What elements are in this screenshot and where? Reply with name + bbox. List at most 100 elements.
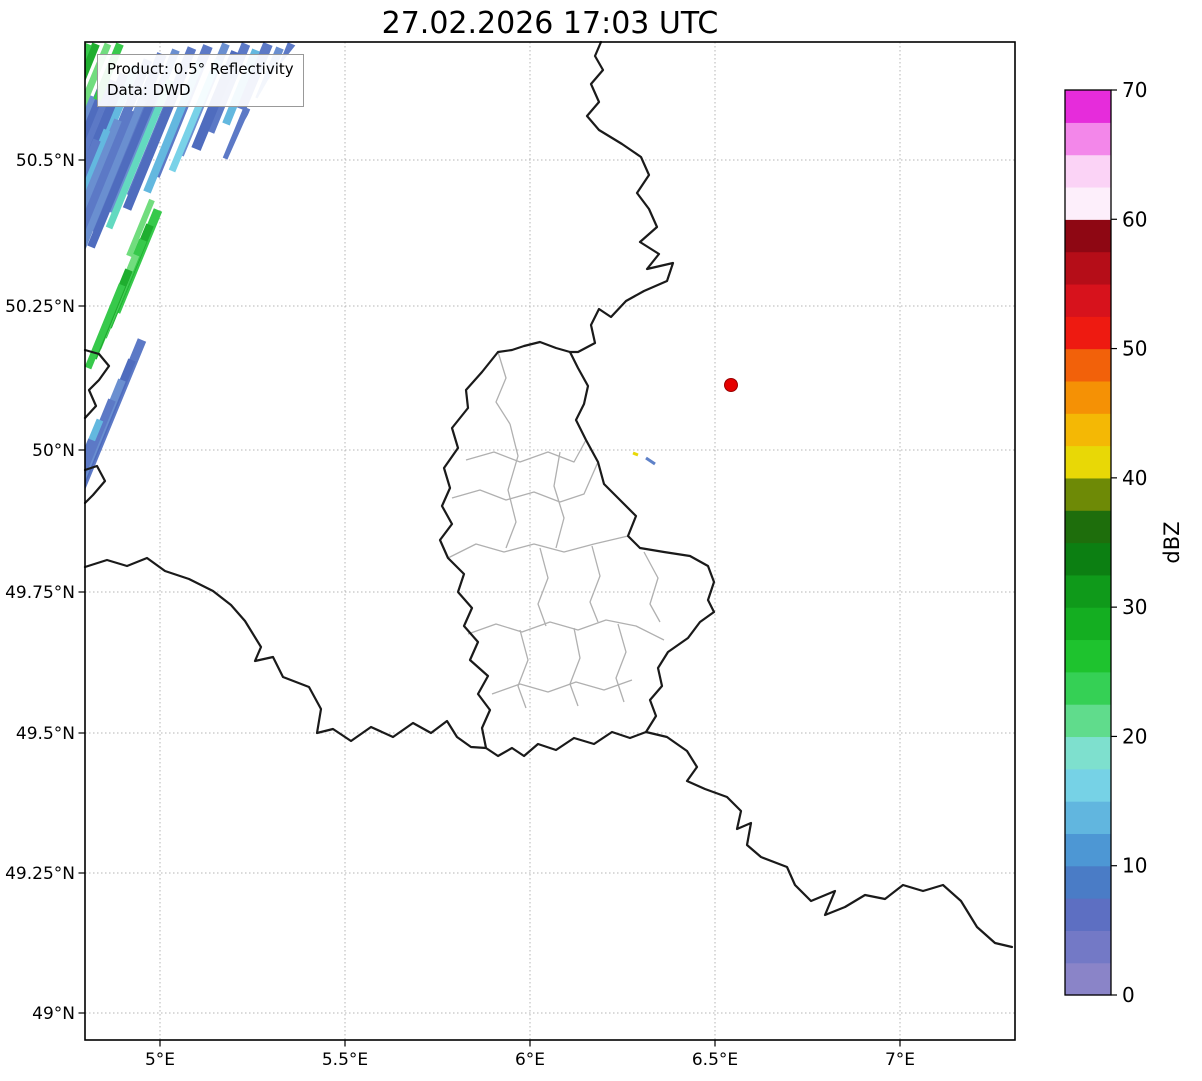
colorbar-segment	[1065, 736, 1111, 770]
luxembourg-border	[438, 340, 716, 758]
colorbar-tick-label: 10	[1122, 854, 1147, 878]
lon-tick-label: 7°E	[885, 1050, 915, 1070]
canton-border	[465, 439, 587, 463]
colorbar-segment	[1065, 704, 1111, 738]
small-echo-mark	[645, 456, 656, 466]
colorbar-segment	[1065, 445, 1111, 479]
product-info-line2: Data: DWD	[107, 81, 191, 99]
colorbar-tick-label: 20	[1122, 724, 1147, 748]
colorbar-segment	[1065, 316, 1111, 350]
station-marker-dot	[724, 378, 738, 392]
axis-ticks	[78, 159, 901, 1047]
radar-echo-streak	[85, 42, 92, 120]
colorbar-segment	[1065, 962, 1111, 996]
colorbar-segment	[1065, 865, 1111, 899]
axis-tick-labels: 5°E 5.5°E 6°E 6.5°E 7°E 50.5°N 50.25°N 50°N 49.7…	[5, 151, 915, 1070]
colorbar-segment	[1065, 639, 1111, 673]
canton-border	[569, 627, 581, 707]
lon-tick-label: 6.5°E	[692, 1050, 738, 1070]
canton-border	[643, 551, 661, 623]
colorbar-segment	[1065, 477, 1111, 511]
radar-echo-streak	[85, 148, 93, 365]
radar-echo-streak	[85, 78, 117, 295]
canton-border	[447, 535, 629, 559]
lat-tick-label: 49.25°N	[5, 864, 75, 884]
colorbar-segment	[1065, 510, 1111, 544]
colorbar-tick-label: 40	[1122, 466, 1147, 490]
colorbar-segment	[1065, 574, 1111, 608]
lon-tick-label: 6°E	[515, 1050, 545, 1070]
country-borders	[83, 40, 1014, 949]
colorbar-segment	[1065, 801, 1111, 834]
colorbar-segment	[1065, 607, 1111, 641]
canton-border	[589, 545, 601, 623]
france-germany-border	[644, 730, 1014, 949]
france-belgium-border	[83, 556, 488, 750]
radar-echo-streak	[85, 86, 107, 312]
lat-tick-label: 49.5°N	[16, 724, 75, 744]
colorbar-segment	[1065, 154, 1111, 188]
colorbar-segment	[1065, 930, 1111, 964]
colorbar-segment	[1065, 283, 1111, 317]
colorbar-segment	[1065, 671, 1111, 705]
colorbar-tick-label: 50	[1122, 337, 1147, 361]
lon-tick-label: 5.5°E	[322, 1050, 368, 1070]
givet-border-fragment	[83, 464, 107, 505]
radar-echo-streak	[85, 418, 104, 530]
small-echo-marks	[632, 451, 656, 466]
radar-echo-streak	[87, 88, 160, 249]
luxembourg-canton-borders	[447, 351, 665, 709]
small-echo-mark	[632, 451, 639, 457]
radar-echo-streak	[85, 94, 96, 329]
canton-border	[451, 461, 599, 503]
lat-tick-label: 50.25°N	[5, 297, 75, 317]
radar-echo-streak	[222, 106, 251, 161]
colorbar-segment	[1065, 348, 1111, 382]
colorbar-outline	[1064, 89, 1112, 996]
colorbar-segment	[1065, 833, 1111, 867]
colorbar-segment	[1065, 542, 1111, 576]
lon-tick-label: 5°E	[145, 1050, 175, 1070]
gridlines	[85, 42, 1015, 1040]
radar-echo-streak	[85, 42, 100, 115]
radar-echo-streak	[85, 128, 111, 326]
colorbar-tick-label: 60	[1122, 207, 1147, 231]
lat-tick-label: 50°N	[32, 441, 75, 461]
figure-title: 27.02.2026 17:03 UTC	[381, 6, 719, 41]
colorbar-segment	[1065, 768, 1111, 802]
colorbar-segment	[1065, 898, 1111, 931]
radar-echo-field	[85, 42, 297, 530]
radar-echo-streak	[85, 108, 135, 288]
radar-echo-streak	[85, 118, 122, 307]
colorbar-tick-label: 0	[1122, 983, 1135, 1007]
radar-echo-streak	[126, 198, 155, 258]
canton-border	[537, 547, 549, 627]
canton-border	[505, 423, 519, 549]
lat-tick-label: 49°N	[32, 1004, 75, 1024]
colorbar-segment	[1065, 90, 1111, 123]
colorbar-tick-label: 70	[1122, 78, 1147, 102]
colorbar-label: dBZ	[1160, 521, 1184, 563]
germany-belgium-border	[568, 40, 675, 354]
colorbar-segment	[1065, 186, 1111, 220]
axes-frame	[84, 41, 1016, 1041]
canton-border	[517, 629, 529, 709]
givet-border-fragment	[83, 348, 111, 420]
lat-tick-label: 50.5°N	[16, 151, 75, 171]
product-info-line1: Product: 0.5° Reflectivity	[107, 60, 294, 78]
radar-echo-streak	[85, 283, 126, 370]
colorbar-tick-label: 30	[1122, 595, 1147, 619]
canton-border	[615, 623, 627, 703]
radar-echo-streak	[85, 72, 129, 280]
colorbar-segment	[1065, 219, 1111, 253]
canton-border	[553, 451, 565, 549]
colorbar-segment	[1065, 251, 1111, 285]
product-info-box: Product: 0.5° Reflectivity Data: DWD	[97, 54, 304, 107]
colorbar-segment	[1065, 413, 1111, 447]
lat-tick-label: 49.75°N	[5, 583, 75, 603]
colorbar: 0 10 20 30 40 50 60 70 dBZ	[1064, 78, 1184, 1007]
colorbar-segment	[1065, 380, 1111, 414]
colorbar-segment	[1065, 122, 1111, 156]
canton-border	[491, 679, 633, 695]
